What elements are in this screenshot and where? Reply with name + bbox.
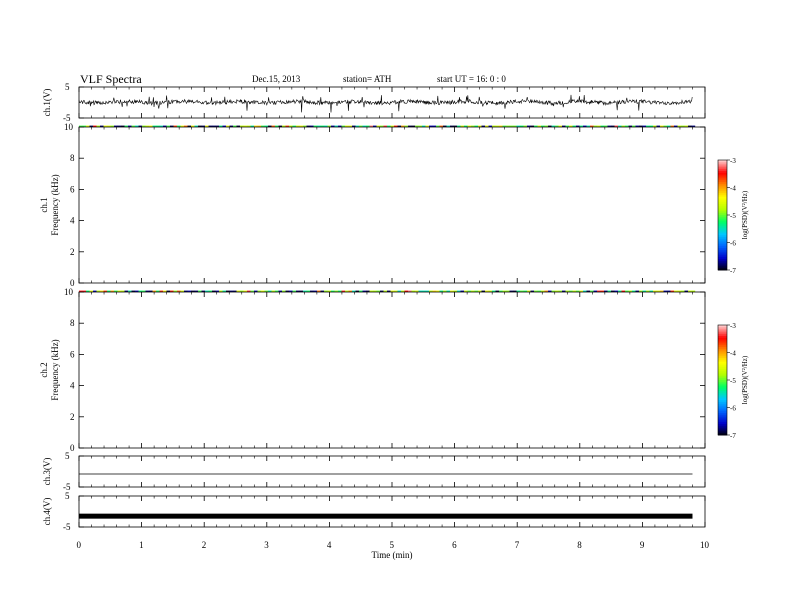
x-tick-label-7: 7	[515, 540, 520, 550]
ch1-x-ticks	[78, 87, 706, 118]
ch3-ytick-bottom: -5	[63, 482, 71, 492]
spec2-colorbar-tick-4: -7	[730, 432, 736, 440]
spec2-ytick-2: 2	[70, 412, 75, 422]
station-label: station= ATH	[343, 74, 392, 84]
ch3-ylabel: ch.3(V)	[42, 458, 52, 486]
spec2-ytick-8: 8	[70, 318, 75, 328]
spec2-background	[79, 292, 705, 448]
spec1-ytick-10: 10	[64, 122, 74, 132]
spec1-colorbar-tick-3: -6	[730, 240, 736, 248]
spec2-ytick-0: 0	[70, 443, 75, 453]
spec2-ytick-4: 4	[70, 381, 75, 391]
spec1-background	[79, 127, 705, 283]
x-tick-label-8: 8	[577, 540, 582, 550]
x-tick-label-0: 0	[77, 540, 82, 550]
ch4-x-ticks	[78, 496, 706, 527]
spec1-ylabel: Frequency (kHz)	[50, 174, 60, 235]
spec1-colorbar-tick-2: -5	[730, 212, 736, 220]
ch3-ytick-top: 5	[65, 451, 70, 461]
spec2-colorbar	[717, 324, 730, 436]
spec1-colorbar-label: log(PSD)(V²/Hz)	[741, 190, 749, 239]
spec2-colorbar-tick-1: -4	[730, 350, 736, 358]
ch1-frame	[78, 86, 706, 119]
x-tick-label-2: 2	[202, 540, 207, 550]
spec1-colorbar-tick-0: -3	[730, 157, 736, 165]
ch3-frame	[78, 455, 706, 488]
spec1-ytick-6: 6	[70, 184, 75, 194]
ch1-trace	[78, 94, 693, 113]
x-tick-label-10: 10	[700, 540, 710, 550]
x-tick-label-9: 9	[640, 540, 645, 550]
start-time-label: start UT = 16: 0 : 0	[437, 74, 506, 84]
spec2-colorbar-label: log(PSD)(V²/Hz)	[741, 355, 749, 404]
spec1-ytick-8: 8	[70, 153, 75, 163]
spec1-ytick-0: 0	[70, 278, 75, 288]
x-axis-label: Time (min)	[372, 550, 413, 560]
spec2-colorbar-tick-0: -3	[730, 322, 736, 330]
ch4-trace	[79, 513, 693, 519]
spec1-ytick-2: 2	[70, 247, 75, 257]
ch4-frame	[78, 495, 706, 528]
spec2-channel-label: ch.2	[39, 362, 49, 377]
spec2-colorbar-tick-2: -5	[730, 377, 736, 385]
ch4-ylabel: ch.4(V)	[42, 498, 52, 526]
spec1-x-ticks	[78, 127, 706, 283]
spec2-colorbar-tick-3: -6	[730, 405, 736, 413]
x-tick-label-4: 4	[327, 540, 332, 550]
x-tick-label-3: 3	[264, 540, 269, 550]
spec1-colorbar	[717, 159, 730, 271]
ch4-ytick-bottom: -5	[63, 522, 71, 532]
spec2-ylabel: Frequency (kHz)	[50, 339, 60, 400]
spec2-x-ticks	[78, 292, 706, 448]
ch1-ytick-bottom: -5	[63, 113, 71, 123]
ch3-x-ticks	[78, 456, 706, 487]
ch1-ylabel: ch.1(V)	[42, 89, 52, 117]
ch1-ytick-top: 5	[65, 82, 70, 92]
x-tick-label-1: 1	[139, 540, 144, 550]
figure-title: VLF Spectra	[80, 72, 142, 86]
spec2-ytick-6: 6	[70, 349, 75, 359]
spec2-ytick-10: 10	[64, 287, 74, 297]
x-tick-label-6: 6	[452, 540, 457, 550]
spec1-colorbar-tick-4: -7	[730, 267, 736, 275]
spec1-colorbar-tick-1: -4	[730, 185, 736, 193]
spec1-ytick-4: 4	[70, 216, 75, 226]
ch4-ytick-top: 5	[65, 491, 70, 501]
date-label: Dec.15, 2013	[252, 74, 301, 84]
spec1-channel-label: ch.1	[39, 197, 49, 212]
x-tick-label-5: 5	[390, 540, 395, 550]
